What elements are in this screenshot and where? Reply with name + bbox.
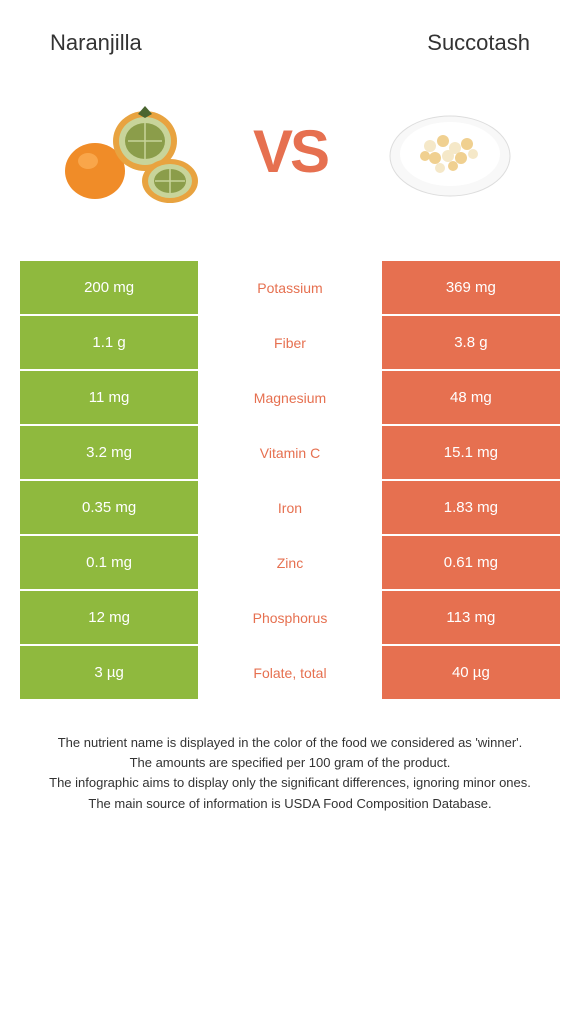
nutrient-label: Iron — [198, 481, 382, 534]
nutrient-label: Fiber — [198, 316, 382, 369]
table-row: 200 mgPotassium369 mg — [20, 261, 560, 314]
left-value: 12 mg — [20, 591, 198, 644]
table-row: 1.1 gFiber3.8 g — [20, 316, 560, 369]
right-value: 40 µg — [382, 646, 560, 699]
right-value: 369 mg — [382, 261, 560, 314]
right-value: 48 mg — [382, 371, 560, 424]
nutrient-table: 200 mgPotassium369 mg1.1 gFiber3.8 g11 m… — [20, 261, 560, 699]
right-value: 1.83 mg — [382, 481, 560, 534]
left-value: 3.2 mg — [20, 426, 198, 479]
footnotes: The nutrient name is displayed in the co… — [20, 734, 560, 813]
footnote-line: The main source of information is USDA F… — [25, 795, 555, 813]
right-value: 3.8 g — [382, 316, 560, 369]
header: Naranjilla Succotash — [20, 30, 560, 56]
nutrient-label: Phosphorus — [198, 591, 382, 644]
table-row: 0.35 mgIron1.83 mg — [20, 481, 560, 534]
left-value: 200 mg — [20, 261, 198, 314]
nutrient-label: Vitamin C — [198, 426, 382, 479]
nutrient-label: Magnesium — [198, 371, 382, 424]
right-value: 15.1 mg — [382, 426, 560, 479]
right-value: 113 mg — [382, 591, 560, 644]
naranjilla-image — [60, 81, 200, 221]
table-row: 3.2 mgVitamin C15.1 mg — [20, 426, 560, 479]
left-value: 3 µg — [20, 646, 198, 699]
left-food-title: Naranjilla — [50, 30, 142, 56]
succotash-image — [380, 81, 520, 221]
table-row: 0.1 mgZinc0.61 mg — [20, 536, 560, 589]
right-value: 0.61 mg — [382, 536, 560, 589]
left-value: 11 mg — [20, 371, 198, 424]
table-row: 12 mgPhosphorus113 mg — [20, 591, 560, 644]
vs-text: VS — [253, 117, 327, 186]
table-row: 11 mgMagnesium48 mg — [20, 371, 560, 424]
table-row: 3 µgFolate, total40 µg — [20, 646, 560, 699]
nutrient-label: Folate, total — [198, 646, 382, 699]
footnote-line: The amounts are specified per 100 gram o… — [25, 754, 555, 772]
right-food-title: Succotash — [427, 30, 530, 56]
footnote-line: The infographic aims to display only the… — [25, 774, 555, 792]
footnote-line: The nutrient name is displayed in the co… — [25, 734, 555, 752]
left-value: 0.1 mg — [20, 536, 198, 589]
nutrient-label: Potassium — [198, 261, 382, 314]
left-value: 0.35 mg — [20, 481, 198, 534]
left-value: 1.1 g — [20, 316, 198, 369]
vs-row: VS — [20, 81, 560, 221]
nutrient-label: Zinc — [198, 536, 382, 589]
